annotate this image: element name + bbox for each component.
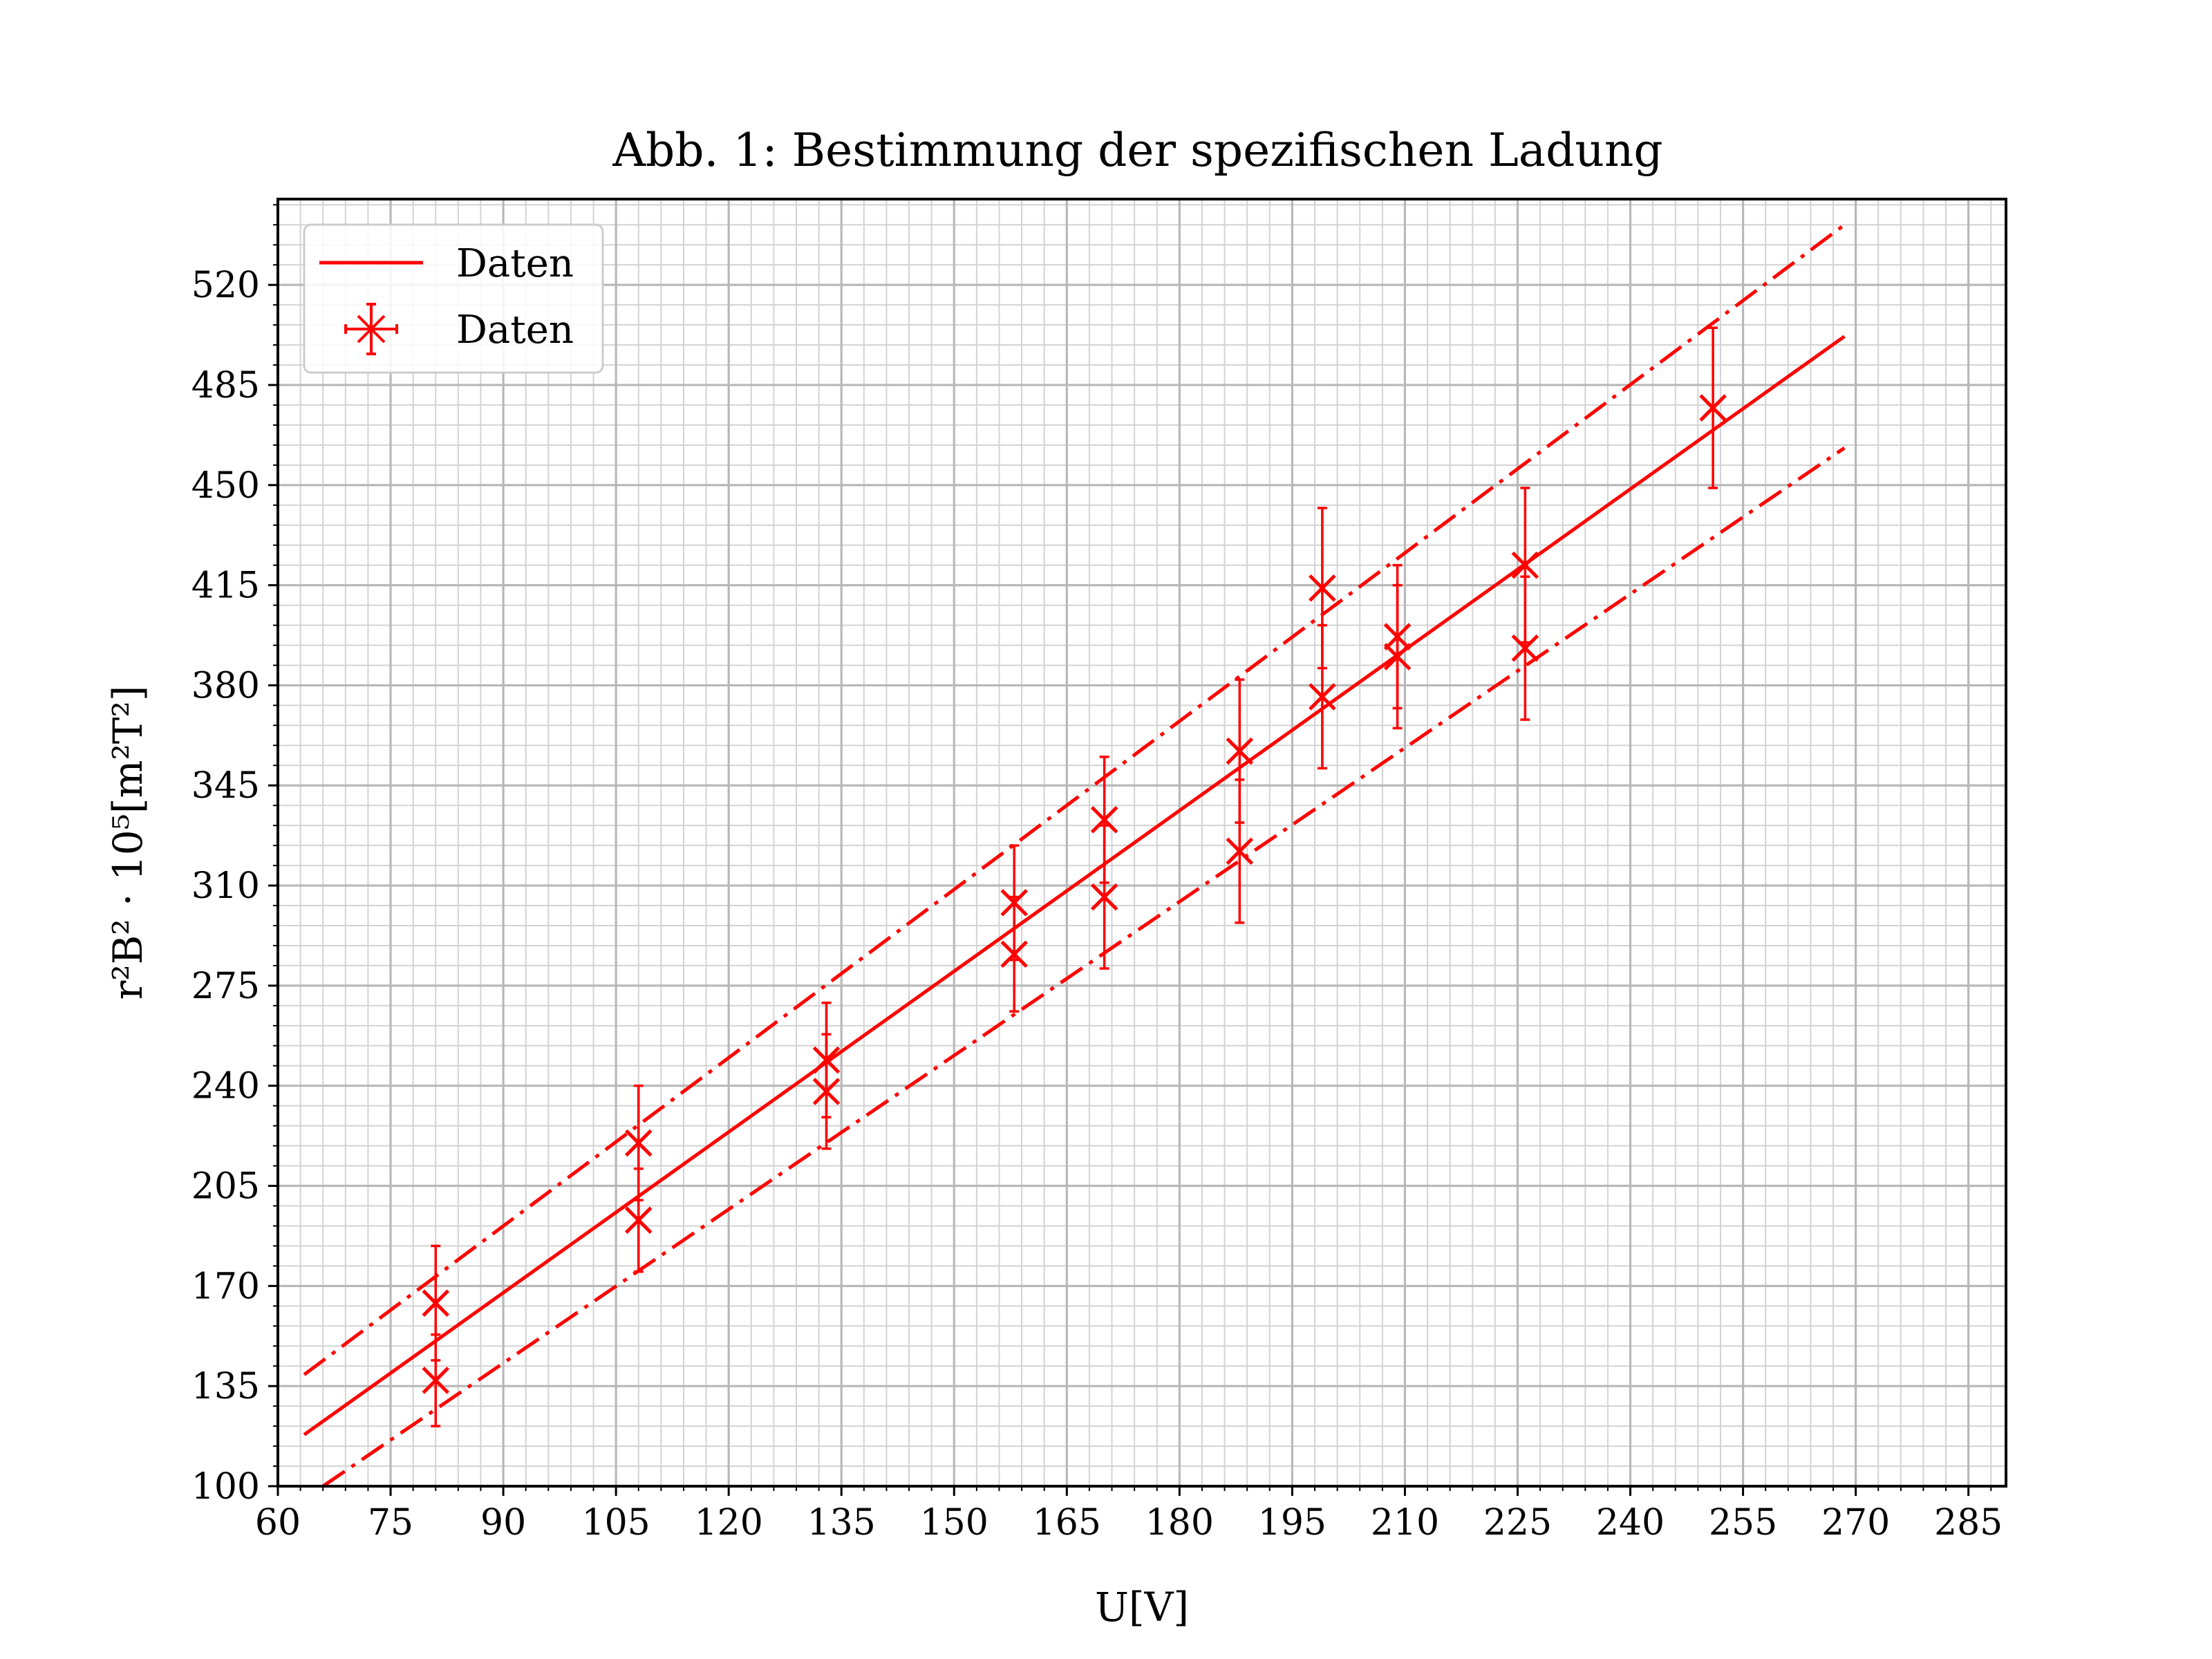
plot-frame — [276, 198, 2007, 1488]
legend: Daten Daten — [303, 223, 604, 374]
x-tick-label: 195 — [1258, 1502, 1327, 1544]
y-tick-label: 520 — [191, 265, 260, 306]
series-layer — [303, 223, 1846, 1488]
point-marker-stroke-b — [1226, 837, 1254, 865]
y-tick-label: 170 — [191, 1266, 260, 1307]
point-marker-stroke-b — [624, 1206, 653, 1234]
x-tick-label: 165 — [1033, 1502, 1101, 1544]
point-marker-stroke-b — [1090, 806, 1118, 834]
x-tick-label: 135 — [807, 1502, 876, 1544]
point-marker-stroke-b — [1699, 394, 1727, 422]
x-axis-ticks: 60 75 90 105 120 135 150 165 180 195 210 225 240 255 2… — [255, 1486, 2003, 1544]
x-axis-label: U[V] — [1095, 1584, 1189, 1631]
upper-bound-line — [303, 223, 1846, 1376]
y-tick-label: 380 — [191, 665, 260, 706]
data-point — [624, 1167, 653, 1273]
y-tick-label: 345 — [191, 765, 260, 807]
data-point — [1699, 326, 1727, 489]
chart-title: Abb. 1: Bestimmung der spezifischen Ladu… — [612, 124, 1662, 177]
point-marker-stroke-b — [1511, 551, 1539, 579]
legend-label-fit: Daten — [456, 241, 574, 286]
data-point — [1226, 778, 1254, 924]
point-marker-stroke-b — [1511, 634, 1539, 662]
y-tick-label: 415 — [191, 565, 260, 607]
x-tick-label: 150 — [920, 1502, 988, 1544]
point-marker-stroke-b — [1383, 643, 1412, 671]
point-marker-stroke-b — [812, 1078, 841, 1105]
point-marker-stroke-b — [1000, 940, 1028, 968]
point-marker-stroke-b — [1309, 683, 1336, 711]
y-axis-ticks: 100 135 170 205 240 275 310 345 380 415 450 485 520 — [191, 204, 278, 1508]
data-point — [1383, 583, 1412, 730]
lower-bound-line — [321, 446, 1846, 1488]
x-tick-label: 240 — [1596, 1502, 1665, 1544]
y-tick-label: 205 — [191, 1166, 260, 1208]
x-tick-label: 60 — [255, 1502, 301, 1544]
data-point — [1090, 824, 1118, 970]
data-point — [812, 1033, 841, 1150]
y-axis-label: r²B² · 10⁵[m²T²] — [104, 686, 151, 1000]
x-tick-label: 75 — [368, 1502, 413, 1544]
point-marker-stroke-b — [422, 1289, 450, 1317]
x-tick-label: 225 — [1483, 1502, 1552, 1544]
y-tick-label: 485 — [191, 365, 260, 406]
y-tick-label: 310 — [191, 865, 260, 907]
x-tick-label: 180 — [1145, 1502, 1214, 1544]
data-point — [422, 1333, 450, 1427]
data-point — [1000, 895, 1028, 1013]
point-marker-stroke-b — [1090, 883, 1118, 911]
x-tick-label: 270 — [1821, 1502, 1890, 1544]
y-tick-label: 240 — [191, 1066, 260, 1107]
x-tick-label: 105 — [581, 1502, 650, 1544]
data-point — [1309, 624, 1336, 770]
point-marker-stroke-b — [1309, 574, 1336, 602]
minor-grid — [278, 199, 2006, 1486]
y-tick-label: 275 — [191, 966, 260, 1007]
y-tick-label: 100 — [191, 1466, 260, 1508]
x-tick-label: 255 — [1709, 1502, 1777, 1544]
legend-label-points: Daten — [456, 308, 574, 353]
x-tick-label: 210 — [1371, 1502, 1439, 1544]
data-point — [1511, 575, 1539, 721]
legend-marker-swatch — [344, 303, 398, 355]
fit-line — [303, 335, 1846, 1436]
y-tick-label: 450 — [191, 465, 260, 507]
point-marker-stroke-b — [1226, 737, 1254, 765]
x-tick-label: 90 — [480, 1502, 526, 1544]
x-tick-label: 120 — [695, 1502, 763, 1544]
point-marker-stroke-b — [422, 1367, 450, 1394]
point-marker-stroke-b — [624, 1129, 653, 1157]
y-tick-label: 135 — [191, 1366, 260, 1407]
x-tick-label: 285 — [1934, 1502, 2003, 1544]
